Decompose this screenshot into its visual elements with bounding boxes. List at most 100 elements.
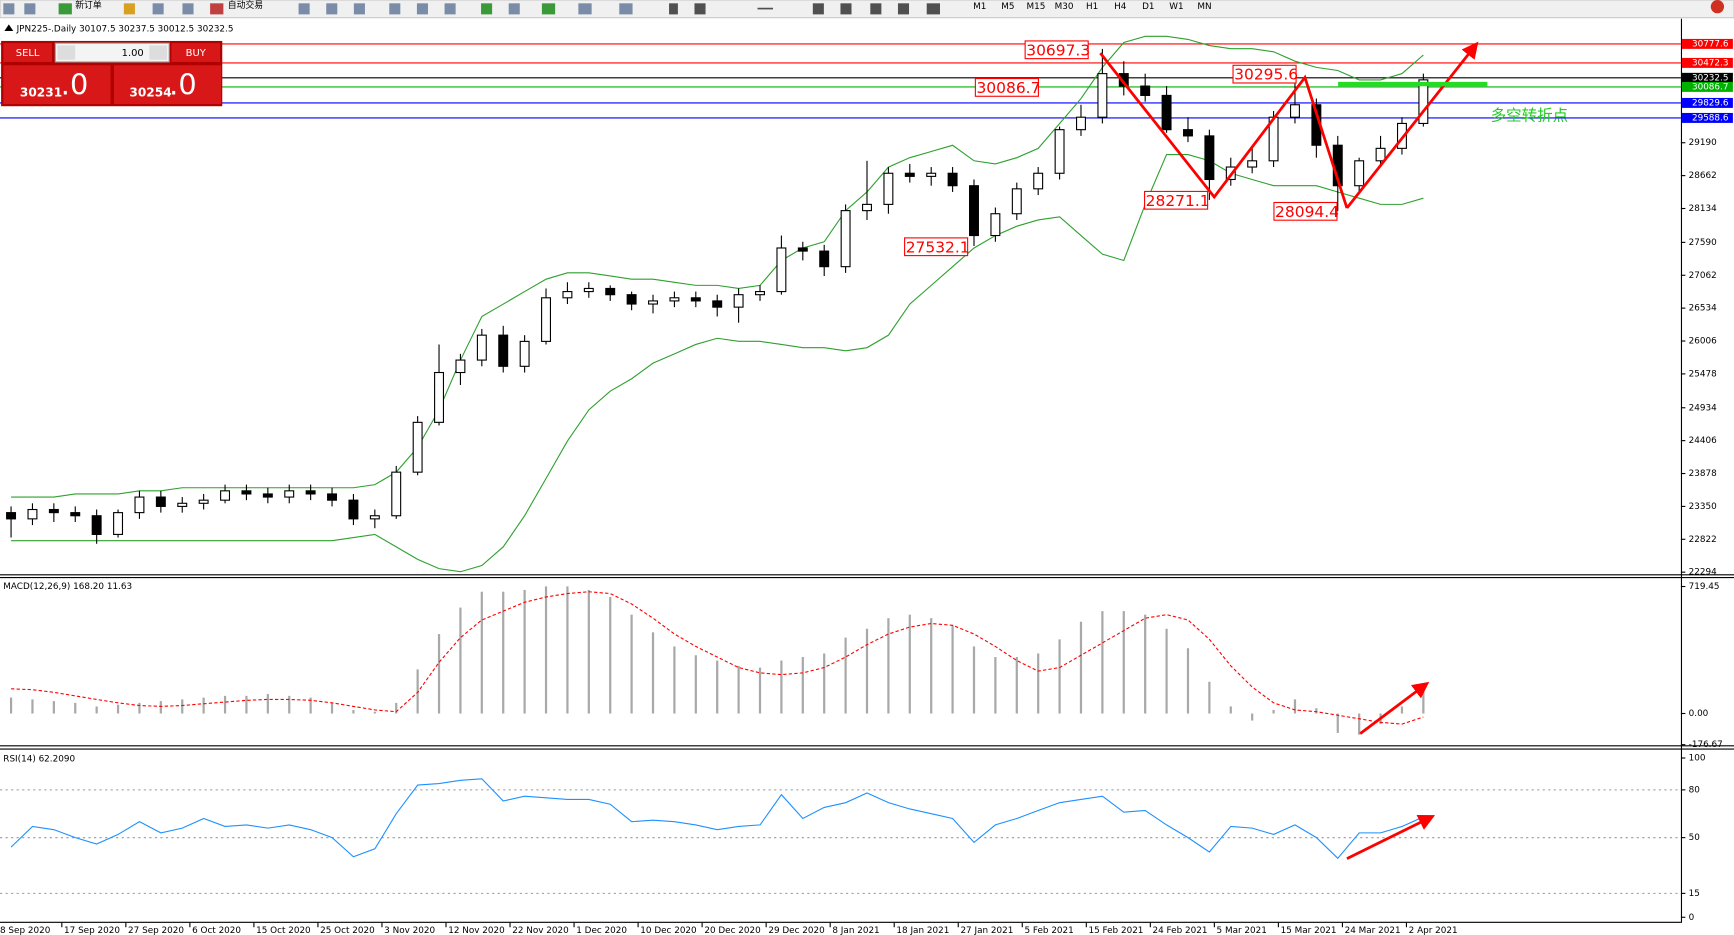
icon[interactable] — [389, 3, 401, 15]
sell-label[interactable]: SELL — [16, 48, 40, 59]
candle-body — [220, 490, 231, 501]
y-tick-label: 26534 — [1689, 304, 1717, 314]
candle-body — [648, 300, 658, 305]
sell-price-frac[interactable]: .0 — [61, 67, 88, 101]
timeframe-button[interactable]: D1 — [1142, 2, 1154, 12]
alert-icon[interactable] — [1710, 0, 1725, 14]
macd-bar — [1400, 706, 1404, 714]
macd-bar — [1165, 628, 1168, 714]
chart-background — [0, 18, 1734, 935]
macd-bar — [780, 660, 783, 714]
timeframe-button[interactable]: H4 — [1114, 2, 1127, 12]
timeframe-button[interactable]: H1 — [1086, 2, 1098, 12]
icon[interactable] — [541, 3, 556, 15]
x-tick-label: 15 Mar 2021 — [1281, 926, 1337, 935]
auto-trading-button[interactable]: 自动交易 — [228, 0, 263, 11]
buy-button[interactable] — [171, 43, 221, 62]
icon[interactable] — [326, 3, 338, 15]
lot-down[interactable] — [57, 45, 76, 60]
macd-bar — [930, 618, 933, 714]
icon[interactable] — [926, 3, 940, 15]
candle-body — [498, 334, 509, 367]
candle-body — [412, 421, 423, 473]
icon[interactable] — [152, 3, 164, 15]
buy-price[interactable]: 30254 — [129, 85, 171, 99]
bollinger-band — [11, 154, 1424, 573]
macd-bar — [994, 657, 997, 714]
icon[interactable] — [444, 3, 456, 15]
y-tick-label: 100 — [1689, 754, 1706, 764]
icon[interactable] — [481, 3, 493, 15]
buy-price-box[interactable] — [113, 65, 222, 105]
timeframe-button[interactable]: M30 — [1055, 2, 1074, 12]
drawn-arrows — [1099, 41, 1479, 860]
timeframe-button[interactable]: MN — [1197, 2, 1211, 12]
timeframe-button[interactable]: M15 — [1027, 2, 1046, 12]
timeframe-button[interactable]: M1 — [973, 2, 986, 12]
macd-bar — [181, 699, 184, 714]
macd-bar — [908, 614, 911, 714]
timeframe-button[interactable]: M5 — [1001, 2, 1014, 12]
window-title: JPN225-.Daily 30107.5 30237.5 30012.5 30… — [16, 24, 234, 34]
candle-body — [926, 172, 937, 177]
sell-button[interactable] — [3, 43, 52, 62]
candle-body — [969, 185, 979, 237]
icon[interactable] — [24, 3, 36, 15]
buy-price-frac[interactable]: .0 — [169, 67, 196, 101]
macd-bar — [1272, 709, 1275, 714]
icon[interactable] — [840, 3, 852, 15]
macd-bar — [309, 697, 312, 714]
x-tick-label: 17 Sep 2020 — [64, 926, 120, 935]
candle-body — [6, 512, 17, 520]
level-label-bg — [1682, 57, 1733, 68]
lot-input[interactable] — [54, 42, 170, 63]
timeframe-button[interactable]: W1 — [1169, 2, 1183, 12]
macd-bar — [480, 591, 483, 714]
candle-body — [1140, 85, 1151, 96]
x-tick-label: 29 Dec 2020 — [768, 926, 825, 935]
icon[interactable] — [298, 3, 310, 15]
icon[interactable] — [619, 3, 633, 15]
macd-bar — [630, 614, 633, 714]
icon[interactable] — [3, 3, 15, 15]
arrow — [1359, 681, 1430, 735]
candle-body — [305, 490, 316, 495]
sell-price-box[interactable] — [3, 65, 111, 105]
candle-body — [262, 493, 273, 498]
new-order-button[interactable]: 新订单 — [75, 0, 102, 11]
icon[interactable] — [182, 3, 194, 15]
icon[interactable] — [123, 3, 135, 15]
icon[interactable] — [669, 3, 678, 15]
collapse-icon[interactable] — [4, 24, 14, 31]
icon[interactable] — [694, 3, 706, 15]
candle-body — [434, 371, 445, 423]
signal-line — [11, 591, 1424, 725]
icon[interactable] — [508, 3, 520, 15]
icon[interactable] — [416, 3, 428, 15]
macd-bar — [1251, 713, 1254, 721]
icon[interactable] — [210, 3, 224, 15]
macd-bar — [159, 701, 162, 714]
lot-up[interactable] — [149, 45, 167, 60]
icon[interactable] — [353, 3, 365, 15]
macd-bar — [651, 632, 655, 714]
lot-value[interactable]: 1.00 — [122, 48, 144, 59]
icon[interactable] — [870, 3, 882, 15]
x-tick-label: 2 Apr 2021 — [1409, 926, 1458, 935]
icon[interactable] — [812, 3, 824, 15]
candle-body — [1033, 172, 1044, 190]
y-tick-label: 24406 — [1689, 436, 1717, 446]
icon[interactable] — [578, 3, 592, 15]
icon[interactable] — [757, 7, 774, 10]
icon[interactable] — [58, 3, 72, 15]
candle-body — [1054, 129, 1065, 174]
buy-label[interactable]: BUY — [186, 48, 207, 59]
candle-body — [690, 297, 701, 302]
macd-bar — [951, 625, 954, 714]
sell-price[interactable]: 30231 — [20, 85, 62, 99]
icon[interactable] — [897, 3, 910, 15]
macd-bar — [609, 597, 612, 714]
candle-body — [476, 334, 487, 361]
macd-bar — [373, 711, 376, 714]
macd-bar — [31, 699, 34, 714]
